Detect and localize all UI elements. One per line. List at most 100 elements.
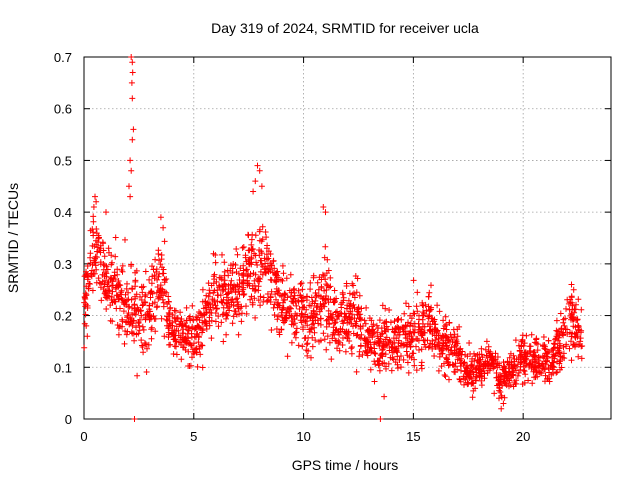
data-point	[154, 276, 161, 283]
data-point	[401, 310, 408, 317]
data-point	[148, 335, 155, 342]
data-point	[93, 254, 100, 261]
data-point	[479, 354, 486, 361]
data-point	[152, 328, 159, 335]
data-point	[326, 339, 333, 346]
data-point	[443, 342, 450, 349]
data-point	[139, 302, 146, 309]
data-point	[469, 394, 476, 401]
data-point	[243, 310, 250, 317]
data-point	[239, 310, 245, 317]
data-point	[342, 348, 349, 355]
data-point	[451, 343, 458, 350]
data-point	[451, 334, 457, 341]
data-point	[444, 356, 451, 363]
data-point	[112, 276, 119, 283]
data-point	[356, 292, 363, 299]
x-tick-label: 10	[296, 429, 310, 444]
data-point	[369, 327, 376, 334]
y-tick-label: 0.7	[54, 50, 72, 65]
data-point	[411, 362, 418, 369]
data-point	[213, 306, 220, 312]
data-point	[565, 300, 572, 307]
data-point	[291, 292, 298, 299]
data-point	[566, 345, 573, 352]
data-point	[385, 360, 392, 367]
data-point	[410, 277, 417, 284]
data-point	[176, 321, 183, 328]
data-point	[560, 344, 567, 350]
data-point	[125, 296, 132, 303]
data-point	[396, 331, 403, 338]
data-point	[458, 355, 465, 362]
data-point	[155, 273, 162, 280]
data-point	[389, 355, 396, 361]
data-point	[520, 342, 527, 349]
y-tick-label: 0.2	[54, 309, 72, 324]
data-point	[385, 339, 392, 346]
data-point	[324, 316, 331, 323]
data-point	[301, 317, 308, 324]
data-point	[500, 359, 507, 366]
data-point	[312, 310, 319, 317]
data-point	[132, 277, 139, 284]
data-point	[443, 326, 450, 333]
data-point	[411, 356, 418, 363]
data-point	[115, 282, 122, 289]
data-point	[240, 292, 247, 298]
data-point	[300, 326, 306, 333]
data-point	[378, 331, 385, 338]
data-point	[115, 325, 122, 332]
data-point	[427, 340, 434, 347]
y-tick-label: 0.4	[54, 205, 72, 220]
data-point	[142, 341, 149, 348]
data-point	[431, 353, 438, 359]
data-point	[336, 339, 343, 346]
data-point	[348, 345, 355, 352]
data-point	[554, 328, 561, 335]
data-point	[254, 162, 261, 169]
data-point	[131, 337, 138, 344]
data-point	[345, 332, 352, 338]
data-point	[183, 304, 190, 311]
data-point	[206, 287, 213, 294]
data-point	[363, 304, 370, 311]
data-point	[123, 331, 130, 338]
data-point	[87, 250, 94, 257]
data-point	[434, 302, 441, 309]
data-point	[357, 342, 364, 349]
data-point	[321, 303, 328, 310]
data-point	[574, 317, 581, 323]
data-point	[320, 204, 327, 210]
data-point	[460, 373, 467, 380]
data-point	[161, 238, 168, 245]
data-point	[335, 312, 342, 319]
data-point	[323, 323, 330, 330]
data-point	[199, 327, 206, 334]
data-point	[531, 353, 538, 360]
data-point	[413, 335, 420, 342]
data-point	[99, 271, 106, 278]
data-point	[295, 297, 301, 304]
data-point	[249, 245, 256, 252]
data-point	[121, 340, 128, 347]
data-point	[158, 315, 165, 322]
data-point	[165, 298, 172, 305]
data-point	[325, 267, 332, 274]
data-point	[478, 351, 485, 358]
data-point	[103, 294, 110, 301]
data-point	[304, 340, 311, 347]
data-point	[554, 350, 561, 356]
data-point	[128, 54, 135, 60]
data-point	[470, 387, 477, 394]
data-point	[303, 293, 310, 300]
data-point	[336, 347, 343, 354]
data-point	[127, 157, 134, 164]
data-point	[276, 302, 283, 309]
data-point	[487, 349, 494, 355]
data-point	[263, 245, 270, 252]
data-point	[319, 295, 326, 302]
data-point	[293, 325, 300, 332]
data-point	[228, 277, 235, 284]
data-point	[257, 302, 264, 309]
